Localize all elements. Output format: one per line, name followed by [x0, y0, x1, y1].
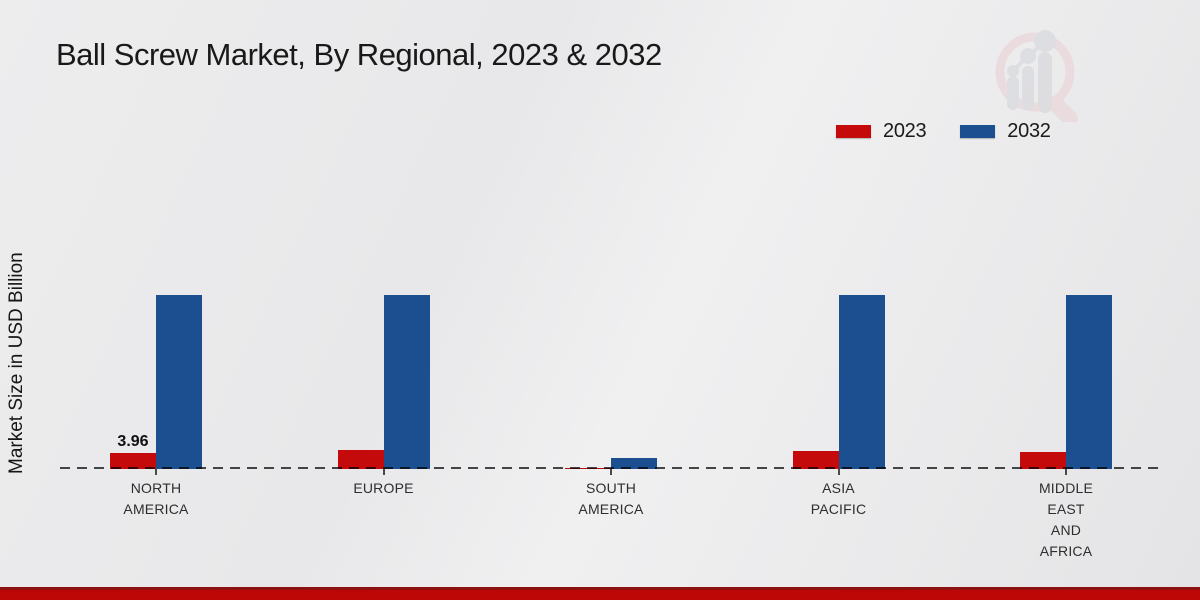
legend-swatch-2032 — [960, 125, 996, 138]
footer-accent-bar — [0, 587, 1200, 600]
bar-2032-middle-east-and-africa — [1066, 295, 1112, 469]
category-label-north-america: NORTH AMERICA — [123, 480, 189, 517]
axis-tick-south-america — [610, 469, 612, 475]
legend: 2023 2032 — [836, 120, 1051, 143]
bar-2032-asia-pacific — [838, 295, 885, 469]
category-label-south-america: SOUTH AMERICA — [578, 480, 644, 517]
axis-tick-asia-pacific — [837, 469, 840, 475]
legend-item-2023: 2023 — [836, 120, 927, 143]
legend-label-2032: 2032 — [1007, 120, 1051, 142]
chart-title: Ball Screw Market, By Regional, 2023 & 2… — [56, 37, 662, 72]
bar-2023-north-america — [110, 453, 156, 469]
bar-2023-middle-east-and-africa — [1020, 452, 1066, 469]
axis-tick-middle-east-and-africa — [1065, 469, 1067, 475]
legend-swatch-2023 — [836, 125, 871, 138]
axis-tick-europe — [382, 469, 385, 475]
category-label-europe: EUROPE — [353, 480, 414, 496]
legend-item-2032: 2032 — [960, 120, 1051, 143]
legend-label-2023: 2023 — [883, 120, 927, 142]
x-axis-baseline — [60, 467, 1160, 469]
bar-2032-europe — [383, 295, 430, 469]
bar-2032-south-america — [611, 458, 657, 469]
bar-2023-europe — [337, 450, 384, 469]
bar-2023-asia-pacific — [792, 451, 839, 469]
category-label-asia-pacific: ASIA PACIFIC — [810, 480, 867, 517]
category-label-middle-east-and-africa: MIDDLE EAST AND AFRICA — [1038, 480, 1094, 559]
axis-tick-north-america — [155, 469, 157, 475]
data-label-2023-north-america: 3.96 — [117, 432, 149, 450]
bar-2032-north-america — [156, 295, 202, 469]
market-research-logo-watermark — [995, 30, 1078, 122]
